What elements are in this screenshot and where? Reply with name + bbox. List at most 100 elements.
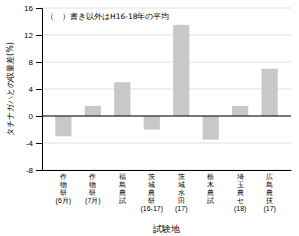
y-tick-label: 4	[29, 85, 34, 94]
bars	[55, 25, 277, 140]
bar	[85, 106, 101, 116]
annotation: （ ）書き以外はH16-18年の平均	[46, 12, 169, 21]
grid-line	[42, 116, 291, 117]
x-tick-label-line: 研	[60, 189, 67, 196]
x-tick: 栃木農試	[207, 170, 214, 204]
x-tick-label-line: 試	[207, 197, 214, 204]
x-tick-label-line: 農	[237, 189, 244, 196]
x-tick-label-line: 城	[147, 181, 155, 188]
x-tick-label-line: 物	[60, 181, 67, 188]
x-tick-label: 福島農試	[119, 173, 126, 204]
x-tick: 茨城水田(17)	[175, 170, 187, 213]
y-tick-mark	[36, 89, 42, 90]
x-axis-line	[43, 170, 292, 171]
x-tick-label-line: (17)	[175, 205, 187, 213]
x-axis-title: 試験地	[153, 224, 180, 234]
y-tick: 8	[29, 58, 42, 67]
x-tick-label: 茨城農研(16-17)	[140, 173, 163, 213]
bar	[262, 69, 278, 116]
x-tick: 作物研(6月)	[56, 170, 72, 205]
y-tick-label: 8	[29, 58, 34, 67]
x-tick-label-line: 田	[178, 197, 185, 204]
x-tick: 広島農技(17)	[263, 170, 275, 213]
y-tick-mark	[36, 170, 42, 171]
x-tick-label-line: 城	[177, 181, 185, 188]
y-tick: 4	[29, 85, 42, 94]
zero-line	[42, 116, 291, 117]
x-tick-label-line: 農	[266, 189, 273, 196]
x-tick: 作物研(7月)	[85, 170, 101, 205]
x-tick-label-line: 茨	[148, 173, 155, 180]
x-axis: 作物研(6月)作物研(7月)福島農試茨城農研(16-17)茨城水田(17)栃木農…	[43, 170, 292, 213]
x-tick-label: 広島農技(17)	[263, 173, 275, 213]
x-tick-label-line: 研	[148, 197, 155, 204]
x-tick-label: 作物研(6月)	[56, 173, 72, 205]
x-tick-label-line: 広	[266, 173, 273, 180]
y-tick: -4	[26, 139, 42, 148]
x-tick-label: 埼玉農セ(18)	[234, 173, 246, 213]
y-tick-label: 12	[24, 31, 33, 40]
x-tick-label-line: 島	[266, 181, 273, 188]
y-tick: 12	[24, 31, 42, 40]
y-tick-mark	[36, 35, 42, 36]
x-tick-label-line: 埼	[236, 173, 244, 180]
x-tick-label: 栃木農試	[207, 173, 214, 204]
x-tick-label: 茨城水田(17)	[175, 173, 187, 213]
grid	[42, 8, 291, 170]
plot: -8-40481216作物研(6月)作物研(7月)福島農試茨城農研(16-17)…	[24, 4, 291, 213]
x-tick-label-line: セ	[237, 197, 244, 204]
x-tick-label-line: 茨	[178, 173, 185, 180]
x-tick-label-line: 農	[207, 189, 214, 196]
grid-line	[42, 143, 291, 144]
x-tick-label-line: (6月)	[56, 197, 72, 205]
bar	[55, 116, 71, 136]
grid-line	[42, 170, 291, 171]
x-tick-label-line: 研	[89, 189, 96, 196]
y-axis: -8 -4 0 4 8 12 16	[24, 4, 42, 175]
grid-line	[42, 8, 291, 9]
grid-line	[42, 35, 291, 36]
x-tick-label-line: (7月)	[85, 197, 101, 205]
y-axis-line	[36, 9, 43, 171]
chart: -8-40481216作物研(6月)作物研(7月)福島農試茨城農研(16-17)…	[0, 0, 299, 236]
x-tick-label-line: 水	[178, 189, 185, 196]
bar	[144, 116, 160, 130]
x-tick-label-line: 木	[207, 181, 214, 188]
bar	[203, 116, 219, 140]
y-tick: -8	[26, 166, 42, 175]
x-tick-label-line: 作	[59, 173, 67, 180]
x-tick-label-line: 島	[119, 181, 126, 188]
x-tick-label-line: 試	[119, 197, 126, 204]
x-tick: 埼玉農セ(18)	[234, 170, 246, 213]
x-tick-label-line: 作	[88, 173, 96, 180]
x-tick-label-line: 福	[119, 173, 126, 180]
x-tick: 福島農試	[119, 170, 126, 204]
y-axis-title: タチナガハとの収量差(%)	[6, 42, 15, 136]
x-tick-label: 作物研(7月)	[85, 173, 101, 205]
bar	[173, 25, 189, 116]
y-tick-mark	[36, 143, 42, 144]
y-tick-label: -8	[26, 166, 34, 175]
y-tick: 16	[24, 4, 42, 13]
x-tick-label-line: 栃	[207, 173, 214, 180]
x-tick-label-line: (16-17)	[140, 205, 163, 213]
bar	[114, 82, 130, 116]
x-tick-label-line: 玉	[237, 181, 244, 188]
x-tick-label-line: (17)	[263, 205, 275, 213]
x-tick-label-line: 物	[89, 181, 96, 188]
x-tick-label-line: 農	[119, 189, 126, 196]
y-tick: 0	[29, 112, 42, 121]
x-tick-label-line: 技	[265, 197, 273, 204]
y-tick-label: -4	[26, 139, 34, 148]
bar	[232, 106, 248, 116]
y-tick-mark	[36, 8, 42, 9]
x-tick-label-line: (18)	[234, 205, 246, 213]
y-tick-label: 16	[24, 4, 33, 13]
y-tick-mark	[36, 116, 42, 117]
grid-line	[42, 89, 291, 90]
x-tick-label-line: 農	[148, 189, 155, 196]
x-tick: 茨城農研(16-17)	[140, 170, 163, 213]
y-tick-mark	[36, 62, 42, 63]
y-tick-label: 0	[29, 112, 34, 121]
grid-line	[42, 62, 291, 63]
